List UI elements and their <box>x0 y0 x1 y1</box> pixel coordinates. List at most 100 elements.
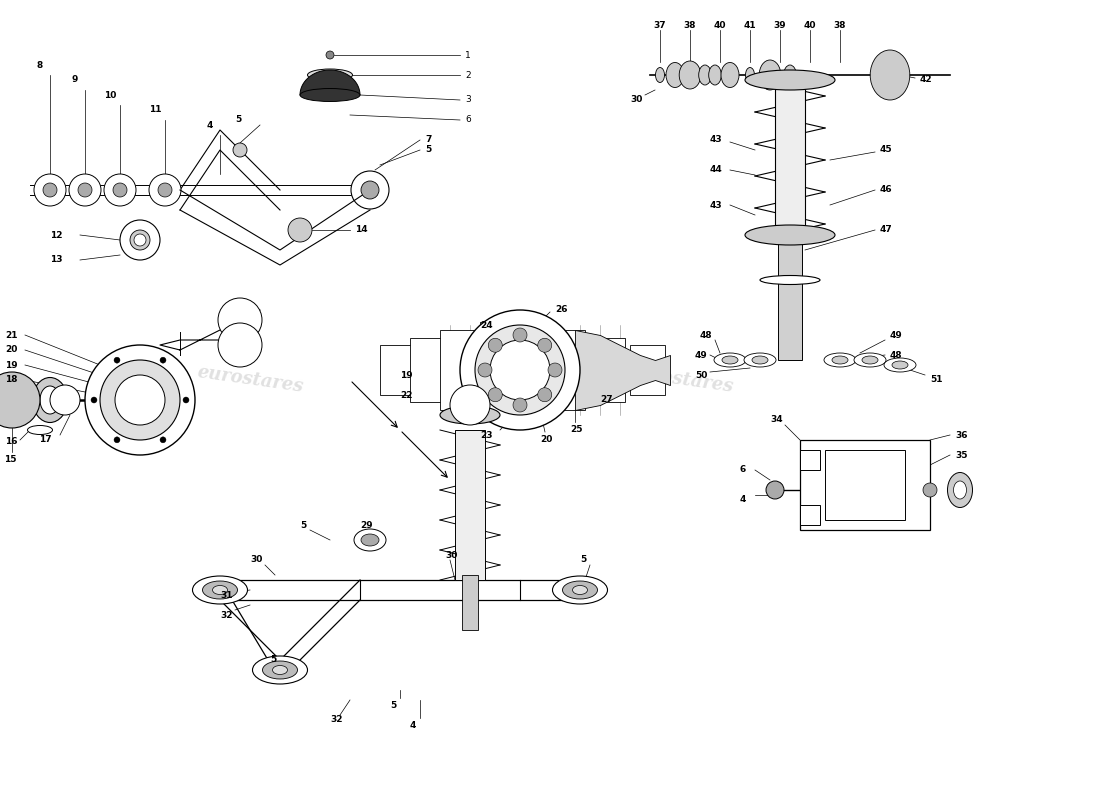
Ellipse shape <box>854 353 886 367</box>
Text: 5: 5 <box>235 115 241 125</box>
Bar <box>590 338 625 402</box>
Circle shape <box>91 397 97 403</box>
Ellipse shape <box>308 69 352 81</box>
Bar <box>825 450 905 520</box>
Text: 49: 49 <box>695 350 707 359</box>
Ellipse shape <box>43 183 57 197</box>
Text: eurostares: eurostares <box>196 364 305 396</box>
Text: 50: 50 <box>695 370 707 379</box>
Ellipse shape <box>233 143 248 157</box>
Text: 5: 5 <box>425 146 431 154</box>
Ellipse shape <box>351 171 389 209</box>
Text: 17: 17 <box>39 435 52 445</box>
Bar <box>800 450 820 470</box>
Text: 5: 5 <box>580 555 586 565</box>
Ellipse shape <box>562 581 597 599</box>
Circle shape <box>160 357 166 363</box>
Text: 48: 48 <box>890 350 903 359</box>
Ellipse shape <box>698 65 712 85</box>
Text: 31: 31 <box>220 590 232 599</box>
Text: 19: 19 <box>400 370 412 379</box>
Circle shape <box>160 437 166 443</box>
Text: 34: 34 <box>770 415 782 425</box>
Text: 9: 9 <box>72 75 78 85</box>
Bar <box>800 505 820 525</box>
Text: 25: 25 <box>570 426 583 434</box>
Ellipse shape <box>120 220 160 260</box>
Bar <box>440 330 475 410</box>
Circle shape <box>538 338 552 352</box>
Text: 32: 32 <box>220 610 232 619</box>
Text: 20: 20 <box>540 435 552 445</box>
Text: 40: 40 <box>804 21 816 30</box>
Text: 5: 5 <box>390 701 396 710</box>
Text: 32: 32 <box>330 715 342 725</box>
Text: 49: 49 <box>890 330 903 339</box>
Ellipse shape <box>273 666 287 674</box>
Text: 26: 26 <box>556 306 568 314</box>
Ellipse shape <box>746 67 755 82</box>
Ellipse shape <box>212 586 228 594</box>
Ellipse shape <box>954 481 967 499</box>
Ellipse shape <box>28 426 53 434</box>
Circle shape <box>218 323 262 367</box>
Ellipse shape <box>253 656 308 684</box>
Ellipse shape <box>752 356 768 364</box>
Ellipse shape <box>78 183 92 197</box>
Ellipse shape <box>744 353 775 367</box>
Text: 4: 4 <box>740 495 747 505</box>
Circle shape <box>183 397 189 403</box>
Ellipse shape <box>947 473 972 507</box>
Text: 23: 23 <box>480 430 493 439</box>
Text: 6: 6 <box>465 115 471 125</box>
Text: 29: 29 <box>360 521 373 530</box>
Ellipse shape <box>572 586 587 594</box>
Circle shape <box>488 388 503 402</box>
Circle shape <box>488 338 503 352</box>
Circle shape <box>50 385 80 415</box>
Bar <box>776 80 805 240</box>
Circle shape <box>218 298 262 342</box>
Text: 14: 14 <box>355 226 367 234</box>
Ellipse shape <box>720 62 739 87</box>
Text: 5: 5 <box>270 655 276 665</box>
Ellipse shape <box>824 353 856 367</box>
Ellipse shape <box>104 174 136 206</box>
Ellipse shape <box>33 378 67 422</box>
Text: 12: 12 <box>50 230 63 239</box>
Text: 18: 18 <box>6 375 18 385</box>
Ellipse shape <box>490 340 550 400</box>
Circle shape <box>114 357 120 363</box>
Circle shape <box>134 234 146 246</box>
Text: 22: 22 <box>400 390 412 399</box>
Text: 13: 13 <box>50 255 63 265</box>
Circle shape <box>326 51 334 59</box>
Ellipse shape <box>679 61 701 89</box>
Bar <box>778 235 802 360</box>
Text: 3: 3 <box>465 95 471 105</box>
Ellipse shape <box>361 181 379 199</box>
Text: 37: 37 <box>653 21 667 30</box>
Circle shape <box>85 345 195 455</box>
Polygon shape <box>300 70 360 95</box>
Text: 39: 39 <box>773 21 786 30</box>
Text: 41: 41 <box>744 21 757 30</box>
Bar <box>410 338 446 402</box>
Ellipse shape <box>862 356 878 364</box>
Ellipse shape <box>263 661 297 679</box>
Ellipse shape <box>148 174 182 206</box>
Bar <box>462 575 478 630</box>
Text: 48: 48 <box>700 330 713 339</box>
Ellipse shape <box>722 356 738 364</box>
Text: 24: 24 <box>480 321 493 330</box>
Text: 15: 15 <box>3 455 16 465</box>
Text: 8: 8 <box>37 61 43 70</box>
Text: 20: 20 <box>6 346 18 354</box>
Ellipse shape <box>460 310 580 430</box>
Text: 7: 7 <box>425 135 431 145</box>
Ellipse shape <box>714 353 746 367</box>
Bar <box>630 345 666 395</box>
Ellipse shape <box>300 89 360 102</box>
Text: 45: 45 <box>880 146 892 154</box>
Text: 4: 4 <box>207 121 213 130</box>
